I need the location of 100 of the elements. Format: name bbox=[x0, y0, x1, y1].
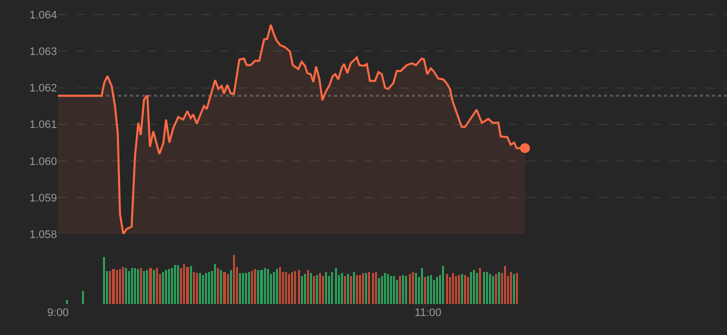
bar bbox=[254, 268, 256, 304]
y-tick-label: 1.061 bbox=[29, 119, 57, 132]
bar bbox=[230, 270, 232, 304]
bar bbox=[180, 268, 182, 304]
bar bbox=[190, 266, 192, 304]
bar bbox=[260, 270, 263, 304]
bar bbox=[353, 272, 355, 304]
bar bbox=[288, 274, 290, 304]
bar bbox=[193, 272, 195, 304]
bar bbox=[384, 272, 386, 304]
bar bbox=[446, 274, 448, 304]
bar bbox=[399, 276, 401, 304]
bar bbox=[504, 266, 506, 304]
bar bbox=[143, 270, 145, 304]
bar bbox=[220, 270, 222, 304]
bar bbox=[458, 274, 460, 304]
bar bbox=[476, 272, 478, 304]
bar bbox=[156, 268, 158, 304]
y-tick-label: 1.064 bbox=[29, 9, 57, 22]
bar bbox=[473, 270, 475, 304]
bar bbox=[174, 264, 176, 304]
bar bbox=[267, 268, 269, 304]
bar bbox=[202, 274, 204, 304]
bar bbox=[304, 274, 306, 304]
bar bbox=[149, 268, 152, 304]
y-tick-label: 1.060 bbox=[29, 156, 57, 168]
bar bbox=[409, 274, 411, 304]
bar bbox=[424, 276, 426, 304]
bar bbox=[291, 272, 293, 304]
bar bbox=[103, 256, 105, 304]
bar bbox=[128, 270, 130, 304]
y-tick-label: 1.062 bbox=[29, 82, 57, 95]
bar bbox=[319, 272, 321, 304]
x-tick-label: 11:00 bbox=[414, 307, 442, 320]
bar bbox=[427, 276, 429, 304]
bar bbox=[375, 272, 377, 304]
bar bbox=[294, 270, 296, 304]
bar bbox=[125, 268, 127, 304]
bar bbox=[301, 276, 303, 304]
bar bbox=[498, 272, 500, 304]
bar bbox=[442, 266, 444, 304]
bar bbox=[251, 270, 253, 304]
bar bbox=[421, 268, 423, 304]
bar bbox=[516, 272, 518, 304]
bar bbox=[273, 272, 275, 304]
bar bbox=[365, 272, 367, 304]
bar bbox=[483, 272, 485, 304]
bar bbox=[82, 290, 84, 304]
bar bbox=[492, 276, 494, 304]
bar bbox=[116, 270, 118, 304]
bar bbox=[298, 270, 300, 304]
bar bbox=[387, 274, 389, 304]
bar bbox=[112, 268, 115, 304]
bar bbox=[436, 276, 438, 304]
bar bbox=[322, 276, 324, 304]
bar bbox=[177, 264, 179, 304]
bar bbox=[452, 272, 454, 304]
bar bbox=[242, 272, 244, 304]
bar bbox=[513, 274, 515, 304]
bar bbox=[196, 272, 198, 304]
bar bbox=[66, 300, 68, 304]
y-tick-label: 1.059 bbox=[29, 192, 57, 204]
bar bbox=[223, 272, 226, 304]
bar bbox=[119, 268, 121, 304]
bar bbox=[479, 268, 481, 304]
bar bbox=[214, 264, 216, 304]
bar bbox=[233, 254, 235, 304]
bar bbox=[131, 268, 133, 304]
bar bbox=[396, 280, 398, 304]
bar bbox=[313, 276, 315, 304]
bar bbox=[390, 276, 392, 304]
bar bbox=[257, 270, 259, 304]
bar bbox=[264, 268, 266, 304]
bar bbox=[171, 268, 173, 304]
bar bbox=[455, 276, 457, 304]
bar bbox=[162, 272, 164, 304]
bar bbox=[495, 274, 497, 304]
bar bbox=[140, 268, 142, 304]
bar bbox=[335, 268, 337, 304]
bar bbox=[146, 270, 148, 304]
bar bbox=[310, 272, 312, 304]
bar bbox=[186, 266, 189, 304]
bar bbox=[412, 272, 414, 304]
bar bbox=[467, 276, 469, 304]
bar bbox=[415, 272, 417, 304]
bar bbox=[362, 272, 364, 304]
bar bbox=[248, 272, 250, 304]
bar bbox=[328, 276, 330, 304]
bar bbox=[368, 272, 370, 304]
y-tick-label: 1.058 bbox=[29, 228, 57, 241]
bar bbox=[350, 276, 352, 304]
bar bbox=[344, 276, 346, 304]
bar bbox=[430, 274, 432, 304]
bar bbox=[285, 272, 287, 304]
bar bbox=[199, 272, 201, 304]
bar bbox=[359, 274, 361, 304]
bar bbox=[134, 268, 136, 304]
bar bbox=[402, 274, 404, 304]
bar bbox=[109, 270, 111, 304]
bar bbox=[122, 266, 124, 304]
